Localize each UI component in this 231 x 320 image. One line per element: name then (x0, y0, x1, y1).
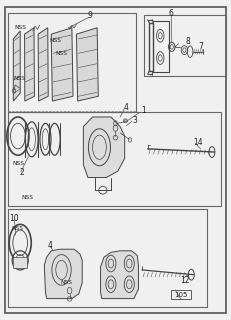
Text: 2: 2 (19, 168, 24, 177)
Text: 105: 105 (174, 292, 187, 298)
Text: NSS: NSS (56, 51, 68, 56)
Bar (8, 112, 221, 206)
Text: 3: 3 (133, 116, 138, 125)
Polygon shape (100, 251, 138, 299)
Bar (171, 290, 191, 299)
Text: 9: 9 (88, 11, 93, 20)
Bar (13, 257, 27, 268)
Text: 1: 1 (141, 106, 146, 115)
Text: 14: 14 (194, 138, 203, 147)
Text: 4: 4 (48, 241, 53, 250)
Polygon shape (38, 28, 48, 101)
Text: NSS: NSS (21, 195, 33, 200)
Bar (144, 15, 226, 76)
Text: 8: 8 (186, 37, 191, 46)
Text: 4: 4 (124, 103, 128, 112)
Text: NSS: NSS (11, 226, 23, 231)
Text: NSS: NSS (13, 76, 25, 81)
Polygon shape (51, 28, 73, 101)
Text: 10: 10 (9, 214, 18, 223)
Text: NSS: NSS (60, 280, 72, 285)
Text: 7: 7 (199, 42, 204, 51)
Text: 6: 6 (169, 9, 174, 18)
Text: 12: 12 (180, 276, 189, 284)
Polygon shape (24, 28, 34, 101)
Polygon shape (44, 249, 82, 299)
Text: NSS: NSS (49, 38, 61, 43)
Polygon shape (76, 28, 98, 101)
Polygon shape (13, 31, 20, 101)
Polygon shape (83, 117, 125, 178)
Text: NSS: NSS (15, 25, 27, 30)
Bar (8, 13, 136, 112)
Bar (8, 209, 207, 307)
Text: NSS: NSS (13, 161, 25, 166)
